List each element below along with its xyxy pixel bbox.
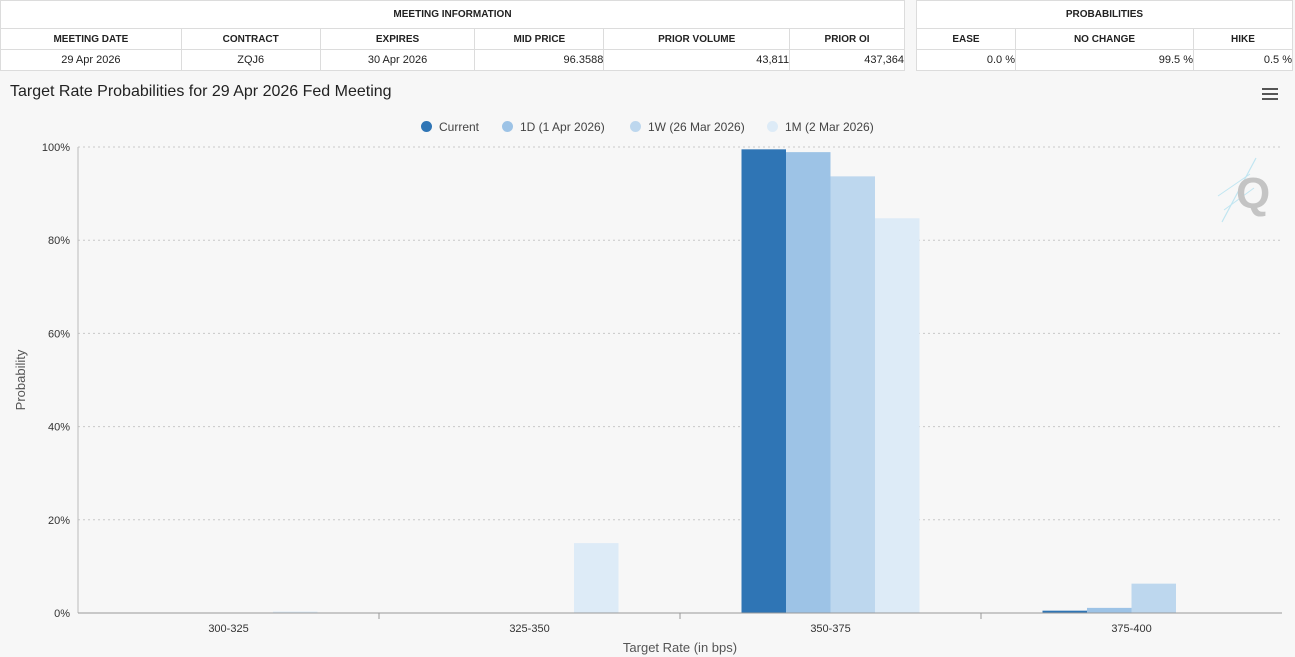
meeting-information-header: MEETING INFORMATION bbox=[0, 0, 905, 29]
bar[interactable] bbox=[1042, 610, 1088, 613]
cell-contract: ZQJ6 bbox=[180, 49, 321, 71]
bar[interactable] bbox=[574, 543, 619, 613]
chart-menu-icon[interactable] bbox=[1262, 88, 1278, 102]
legend-label: 1W (26 Mar 2026) bbox=[648, 120, 745, 134]
header-mid-price: MID PRICE bbox=[474, 28, 605, 50]
y-tick-label: 0% bbox=[54, 608, 70, 620]
legend-item[interactable]: Current bbox=[421, 119, 479, 135]
x-axis-title: Target Rate (in bps) bbox=[623, 640, 737, 655]
bar[interactable] bbox=[1087, 607, 1132, 613]
legend-item[interactable]: 1M (2 Mar 2026) bbox=[767, 119, 874, 135]
header-ease: EASE bbox=[916, 28, 1016, 50]
header-prior-volume: PRIOR VOLUME bbox=[603, 28, 791, 50]
legend-item[interactable]: 1D (1 Apr 2026) bbox=[502, 119, 605, 135]
cell-no-change: 99.5 % bbox=[1015, 49, 1194, 71]
menu-line-icon bbox=[1262, 98, 1278, 100]
axes: 0% 20% 40% 60% 80% 100% 300-325 325-350 350-375 3… bbox=[42, 142, 1282, 635]
legend-dot-icon bbox=[421, 121, 432, 132]
chart-legend: Current 1D (1 Apr 2026) 1W (26 Mar 2026) 1M… bbox=[0, 119, 1295, 135]
cell-mid-price: 96.3588 bbox=[474, 49, 605, 71]
header-prior-oi: PRIOR OI bbox=[789, 28, 905, 50]
legend-label: 1M (2 Mar 2026) bbox=[785, 120, 874, 134]
probabilities-table: PROBABILITIES EASE NO CHANGE HIKE 0.0 % … bbox=[916, 0, 1293, 71]
cell-meeting-date: 29 Apr 2026 bbox=[0, 49, 182, 71]
bars-group bbox=[273, 149, 1176, 613]
y-axis-title: Probability bbox=[13, 349, 28, 410]
menu-line-icon bbox=[1262, 93, 1278, 95]
x-tick-label: 325-350 bbox=[509, 623, 549, 635]
y-tick-label: 20% bbox=[48, 515, 70, 527]
bar[interactable] bbox=[273, 611, 318, 613]
header-no-change: NO CHANGE bbox=[1015, 28, 1194, 50]
cell-hike: 0.5 % bbox=[1193, 49, 1293, 71]
y-tick-label: 80% bbox=[48, 235, 70, 247]
legend-dot-icon bbox=[767, 121, 778, 132]
bar[interactable] bbox=[1131, 583, 1177, 613]
meeting-information-table: MEETING INFORMATION MEETING DATE CONTRAC… bbox=[0, 0, 905, 71]
x-tick-label: 375-400 bbox=[1111, 623, 1151, 635]
x-tick-label: 350-375 bbox=[810, 623, 850, 635]
bar[interactable] bbox=[786, 152, 831, 613]
x-tick-label: 300-325 bbox=[208, 623, 248, 635]
y-tick-label: 40% bbox=[48, 422, 70, 434]
header-meeting-date: MEETING DATE bbox=[0, 28, 182, 50]
chart-title: Target Rate Probabilities for 29 Apr 202… bbox=[10, 83, 392, 100]
y-tick-label: 100% bbox=[42, 142, 70, 154]
bar[interactable] bbox=[741, 149, 787, 613]
legend-item[interactable]: 1W (26 Mar 2026) bbox=[630, 119, 745, 135]
svg-text:Q: Q bbox=[1236, 169, 1270, 218]
bar[interactable] bbox=[875, 218, 920, 613]
cell-prior-volume: 43,811 bbox=[603, 49, 791, 71]
legend-label: Current bbox=[439, 120, 480, 134]
legend-dot-icon bbox=[502, 121, 513, 132]
meeting-summary-tables: MEETING INFORMATION MEETING DATE CONTRAC… bbox=[0, 0, 1295, 72]
y-tick-label: 60% bbox=[48, 328, 70, 340]
legend-dot-icon bbox=[630, 121, 641, 132]
cell-prior-oi: 437,364 bbox=[789, 49, 905, 71]
watermark-logo-icon: Q bbox=[1217, 157, 1270, 223]
y-grid bbox=[78, 146, 1282, 521]
probabilities-header: PROBABILITIES bbox=[916, 0, 1293, 29]
bar[interactable] bbox=[830, 176, 876, 613]
legend-label: 1D (1 Apr 2026) bbox=[520, 120, 605, 134]
menu-line-icon bbox=[1262, 88, 1278, 90]
